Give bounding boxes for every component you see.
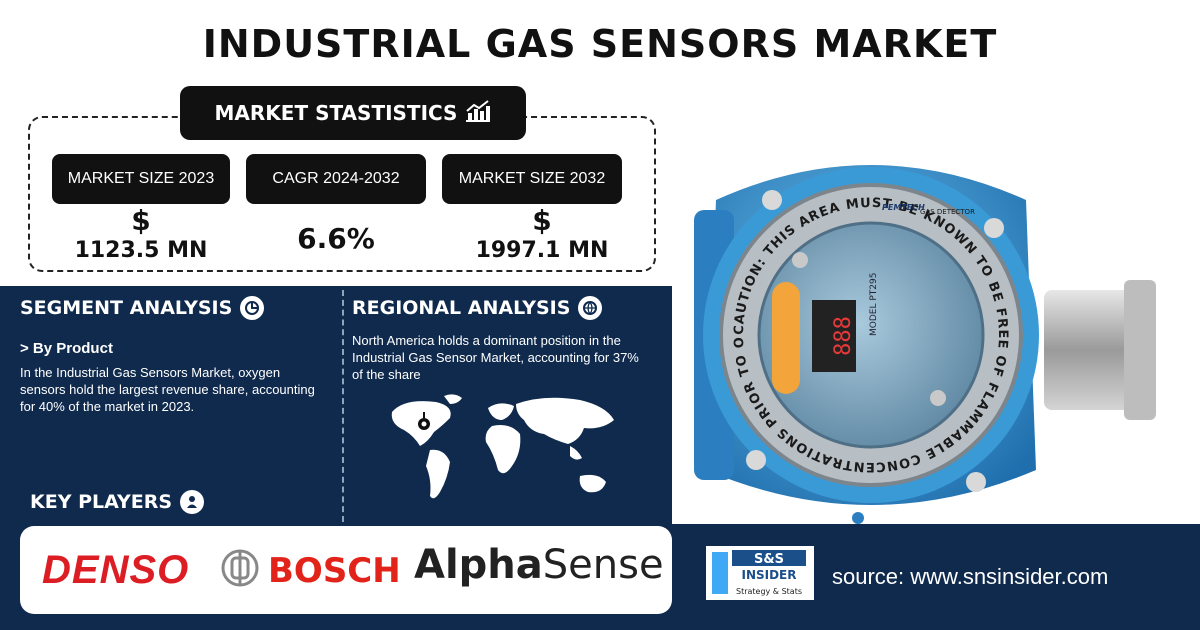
alphasense-logo: AlphaSense (414, 542, 664, 588)
cagr-value: 6.6% (297, 222, 375, 255)
market-size-2023-label: MARKET SIZE 2023 (52, 154, 230, 204)
key-players-title: KEY PLAYERS (30, 491, 173, 513)
market-statistics-title: MARKET STASTISTICS (214, 101, 458, 125)
segment-analysis-title: SEGMENT ANALYSIS (20, 297, 233, 319)
regional-analysis-heading: REGIONAL ANALYSIS (352, 296, 603, 320)
by-product-subheading: > By Product (20, 340, 113, 357)
market-size-2032-value: 1997.1 MN (475, 238, 609, 263)
page-title: INDUSTRIAL GAS SENSORS MARKET (202, 22, 998, 66)
pemtech-brand: PEMTECH (882, 203, 925, 212)
sensor-model-label: MODEL PT295 (869, 273, 879, 336)
key-players-logos: DENSO BOSCH AlphaSense (20, 526, 672, 614)
world-map (391, 394, 614, 499)
segment-analysis-text: In the Industrial Gas Sensors Market, ox… (20, 365, 315, 414)
sns-insider-logo: S&S INSIDER Strategy & Stats (706, 546, 814, 600)
person-icon (180, 490, 205, 514)
alphasense-logo-rest: Sense (542, 542, 664, 588)
segment-analysis-heading: SEGMENT ANALYSIS (20, 296, 265, 320)
currency-symbol: $ (532, 204, 552, 237)
svg-text:Strategy & Stats: Strategy & Stats (736, 587, 802, 596)
globe-pin-icon (578, 296, 603, 320)
bosch-logo: BOSCH (220, 548, 401, 593)
alphasense-logo-bold: Alpha (414, 542, 543, 588)
market-size-2032-label: MARKET SIZE 2032 (442, 154, 622, 204)
svg-text:S&S: S&S (754, 552, 784, 567)
source-text: source: www.snsinsider.com (832, 564, 1109, 589)
gas-detector-image: CAUTION: THIS AREA MUST BE KNOWN TO BE F… (676, 140, 1156, 524)
denso-logo: DENSO (42, 548, 190, 592)
pie-chart-icon (240, 296, 265, 320)
svg-text:INSIDER: INSIDER (741, 568, 796, 582)
regional-analysis-title: REGIONAL ANALYSIS (352, 297, 571, 319)
key-players-heading: KEY PLAYERS (30, 490, 205, 514)
bosch-armature-icon (220, 548, 260, 593)
market-size-2023-value: 1123.5 MN (74, 238, 208, 263)
regional-analysis-text: North America holds a dominant position … (352, 333, 639, 382)
currency-symbol: $ (131, 204, 151, 237)
section-divider (342, 290, 344, 522)
bosch-wordmark: BOSCH (268, 550, 401, 591)
market-statistics-header: MARKET STASTISTICS (180, 86, 526, 140)
gas-detector-label: GAS DETECTOR (920, 208, 975, 216)
growth-chart-icon (465, 99, 491, 127)
sensor-display-digits: 888 (831, 316, 856, 356)
cagr-label: CAGR 2024-2032 (246, 154, 426, 204)
